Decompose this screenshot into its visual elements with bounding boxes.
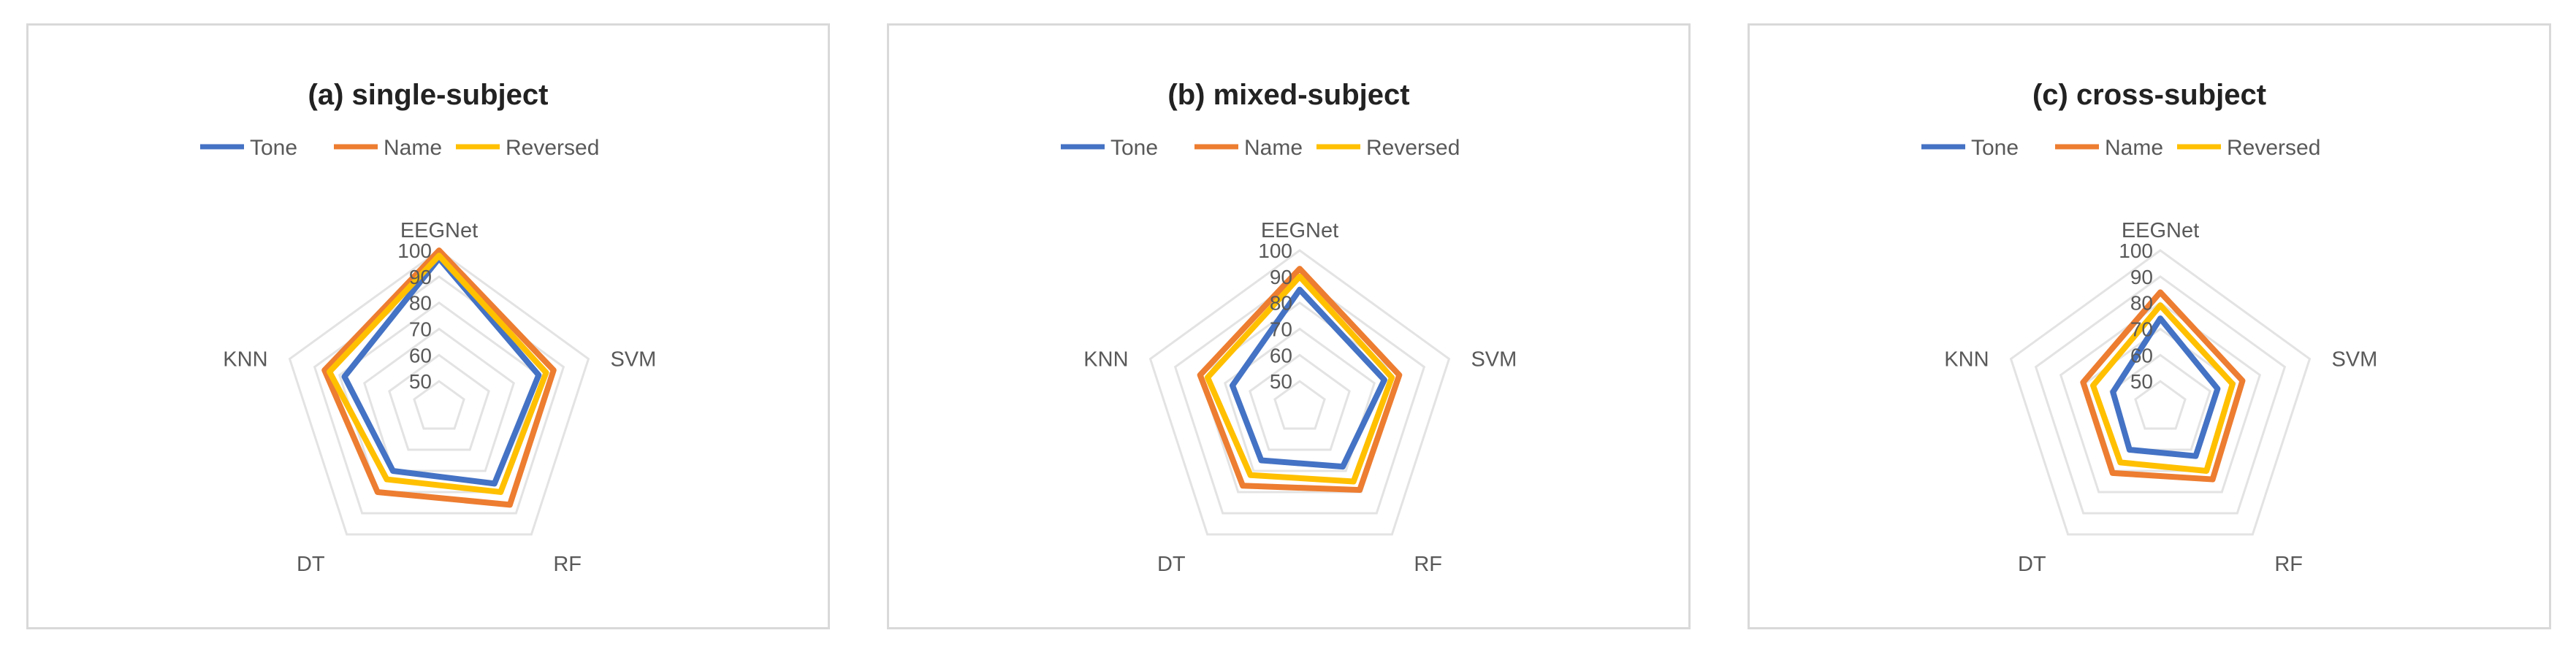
axis-label-dt: DT	[1157, 553, 1186, 576]
chart-panel-single-subject: (a) single-subject Tone Name Reversed 50 60 70…	[26, 23, 830, 629]
legend-label: Tone	[250, 136, 297, 160]
grid-ring-100	[2009, 249, 2312, 536]
grid-ring-100	[1148, 249, 1451, 536]
legend-item-reversed: Reversed	[1316, 136, 1460, 160]
axis-label-eegnet: EEGNet	[1261, 219, 1338, 242]
grid-ring-60	[388, 353, 490, 451]
axis-label-svm: SVM	[1471, 348, 1517, 372]
axis-label-eegnet: EEGNet	[2122, 219, 2199, 242]
tick-label-100: 100	[1258, 239, 1292, 262]
tick-label-80: 80	[2130, 292, 2153, 315]
radar-grid	[288, 249, 590, 536]
grid-ring-50	[1273, 380, 1326, 430]
grid-ring-80	[2059, 301, 2262, 494]
series-tone	[341, 255, 542, 487]
legend-item-tone: Tone	[1921, 136, 2019, 160]
axis-label-rf: RF	[2274, 553, 2303, 576]
tick-label-70: 70	[2130, 318, 2153, 341]
tick-label-90: 90	[1270, 266, 1292, 288]
grid-ring-90	[2034, 275, 2287, 515]
legend-label: Name	[384, 136, 442, 160]
grid-ring-70	[362, 327, 516, 472]
grid-ring-90	[1173, 275, 1426, 515]
tick-label-100: 100	[397, 239, 432, 262]
chart-title: (b) mixed-subject	[1167, 79, 1409, 111]
series-tone	[1229, 286, 1387, 470]
tick-label-50: 50	[2130, 370, 2153, 393]
radar-grid	[1148, 249, 1451, 536]
legend-item-name: Name	[334, 136, 442, 160]
series-reversed	[2089, 302, 2236, 474]
series-name	[321, 248, 557, 508]
axis-label-eegnet: EEGNet	[400, 219, 478, 242]
legend-label: Name	[1244, 136, 1303, 160]
grid-ring-50	[2134, 380, 2187, 430]
legend-label: Tone	[1110, 136, 1158, 160]
series-name	[2080, 289, 2246, 483]
axis-label-knn: KNN	[1083, 348, 1128, 372]
series-tone	[2110, 315, 2221, 459]
tick-label-50: 50	[409, 370, 432, 393]
axis-label-knn: KNN	[223, 348, 267, 372]
legend-label: Reversed	[2227, 136, 2320, 160]
chart-title: (a) single-subject	[308, 79, 549, 111]
radar-grid	[2009, 249, 2312, 536]
series-reversed	[1204, 273, 1395, 485]
tick-label-90: 90	[2130, 266, 2153, 288]
axis-label-svm: SVM	[2331, 348, 2377, 372]
radar-chart-svg: (c) cross-subject Tone Name Reversed 50 60 70 8…	[1921, 79, 2377, 576]
legend-label: Tone	[1971, 136, 2019, 160]
legend-item-reversed: Reversed	[2177, 136, 2320, 160]
legend: Tone Name Reversed	[1061, 136, 1460, 160]
axis-label-rf: RF	[553, 553, 582, 576]
axis-label-dt: DT	[2018, 553, 2046, 576]
tick-label-50: 50	[1270, 370, 1292, 393]
tick-label-70: 70	[409, 318, 432, 341]
grid-ring-90	[313, 275, 565, 515]
grid-ring-100	[288, 249, 590, 536]
tick-label-80: 80	[409, 292, 432, 315]
legend: Tone Name Reversed	[200, 136, 599, 160]
legend-label: Reversed	[506, 136, 599, 160]
radar-chart-svg: (a) single-subject Tone Name Reversed 50 60 70…	[200, 79, 656, 576]
legend-label: Name	[2105, 136, 2163, 160]
tick-label-70: 70	[1270, 318, 1292, 341]
grid-ring-80	[1198, 301, 1401, 494]
tick-label-80: 80	[1270, 292, 1292, 315]
legend-item-name: Name	[2055, 136, 2163, 160]
tick-label-60: 60	[409, 344, 432, 367]
legend-item-reversed: Reversed	[456, 136, 599, 160]
chart-title: (c) cross-subject	[2032, 79, 2266, 111]
legend-item-tone: Tone	[200, 136, 297, 160]
chart-panel-mixed-subject: (b) mixed-subject Tone Name Reversed 50 60 70 8…	[887, 23, 1691, 629]
series-reversed	[327, 253, 549, 495]
radar-chart-svg: (b) mixed-subject Tone Name Reversed 50 60 70 8…	[1061, 79, 1517, 576]
legend-item-tone: Tone	[1061, 136, 1158, 160]
legend: Tone Name Reversed	[1921, 136, 2320, 160]
axis-label-rf: RF	[1414, 553, 1442, 576]
axis-label-knn: KNN	[1944, 348, 1989, 372]
tick-label-100: 100	[2119, 239, 2153, 262]
series-name	[1197, 266, 1403, 494]
tick-label-90: 90	[409, 266, 432, 288]
tick-label-60: 60	[2130, 344, 2153, 367]
grid-ring-50	[413, 380, 465, 430]
legend-item-name: Name	[1194, 136, 1303, 160]
legend-label: Reversed	[1366, 136, 1460, 160]
axis-label-svm: SVM	[610, 348, 656, 372]
axis-label-dt: DT	[297, 553, 325, 576]
tick-label-60: 60	[1270, 344, 1292, 367]
chart-panel-cross-subject: (c) cross-subject Tone Name Reversed 50 60 70 8…	[1748, 23, 2551, 629]
grid-ring-60	[1249, 353, 1351, 451]
